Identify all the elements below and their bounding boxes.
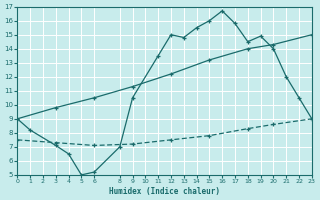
X-axis label: Humidex (Indice chaleur): Humidex (Indice chaleur)	[109, 187, 220, 196]
